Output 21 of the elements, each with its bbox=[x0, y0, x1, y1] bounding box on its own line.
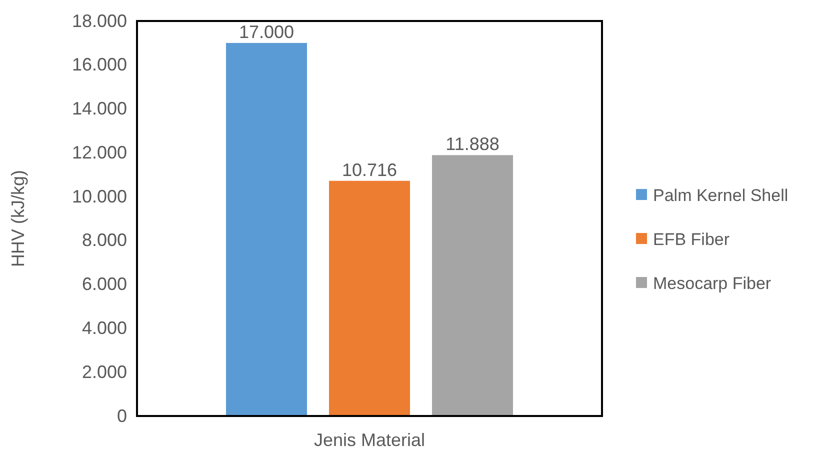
y-tick-label: 18.000 bbox=[72, 10, 127, 31]
y-tick-label: 10.000 bbox=[72, 186, 127, 206]
bar bbox=[226, 42, 307, 416]
y-tick-label: 12.000 bbox=[72, 142, 127, 162]
bar bbox=[329, 180, 410, 416]
y-tick-label: 4.000 bbox=[82, 318, 127, 338]
bar bbox=[432, 155, 513, 416]
y-tick-label: 0 bbox=[116, 406, 127, 426]
data-label: 17.000 bbox=[238, 22, 294, 42]
y-tick-label: 8.000 bbox=[82, 230, 127, 250]
y-tick-label: 2.000 bbox=[82, 362, 127, 382]
legend-label: Mesocarp Fiber bbox=[653, 274, 772, 293]
x-axis-title: Jenis Material bbox=[314, 430, 426, 450]
data-label: 10.716 bbox=[342, 160, 398, 180]
y-tick-label: 14.000 bbox=[72, 98, 127, 119]
y-axis-title: HHV (kJ/kg) bbox=[8, 170, 28, 268]
y-tick-label: 16.000 bbox=[72, 54, 127, 75]
legend-label: EFB Fiber bbox=[653, 230, 730, 249]
legend-label: Palm Kernel Shell bbox=[653, 186, 788, 205]
data-label: 11.888 bbox=[446, 134, 500, 154]
y-tick-label: 6.000 bbox=[82, 274, 127, 294]
